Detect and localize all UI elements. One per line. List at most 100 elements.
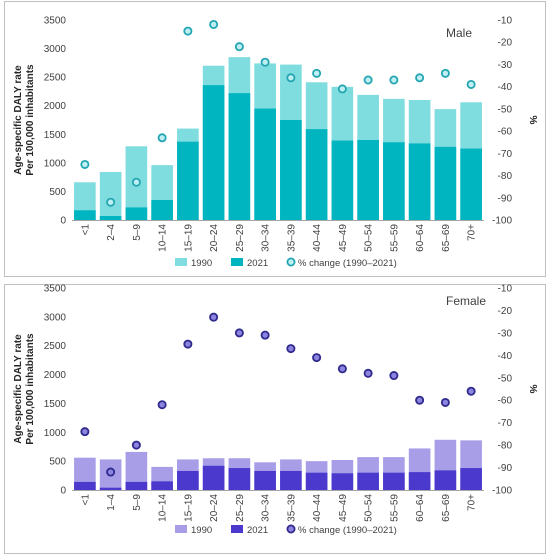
bar-2021	[460, 468, 482, 490]
y2-tick-label: -30	[498, 328, 513, 339]
x-tick-label: 40–44	[312, 494, 323, 522]
x-tick-label: 25–29	[235, 494, 246, 522]
y-tick-label: 3500	[44, 284, 67, 295]
bar-2021	[177, 141, 199, 220]
x-tick-label: 60–64	[415, 494, 426, 522]
x-tick-label: 30–34	[261, 224, 272, 252]
x-tick-label: 2–4	[106, 224, 117, 241]
pct-change-marker	[234, 42, 244, 52]
x-tick-label: 1–4	[106, 494, 117, 511]
y2-tick-label: -90	[498, 463, 513, 474]
legend-label-2021: 2021	[247, 258, 268, 269]
y-tick-label: 3000	[44, 312, 67, 323]
y2-tick-label: -70	[498, 418, 513, 429]
x-tick-label: 55–59	[389, 224, 400, 252]
legend-swatch-1990	[175, 525, 187, 533]
pct-change-marker	[363, 75, 373, 85]
bar-2021	[125, 481, 148, 490]
pct-change-marker	[157, 133, 167, 143]
pct-change-marker	[312, 353, 322, 363]
y2-axis-title: %	[527, 116, 538, 125]
bar-1990	[99, 172, 122, 220]
chart-panel-male: 0 500 1000 1500 2000 2500 3000 3500 -100 -90 -80 -7…	[13, 16, 538, 270]
bar-2021	[228, 468, 251, 490]
bar-2021	[99, 216, 122, 220]
y-tick-label: 500	[49, 187, 66, 198]
pct-change-marker	[131, 177, 141, 187]
y2-tick-label: -50	[498, 104, 513, 115]
pct-change-marker	[337, 364, 347, 374]
x-tick-label: 70+	[467, 494, 478, 511]
pct-change-marker	[415, 73, 425, 83]
bar-2021	[408, 143, 431, 220]
x-tick-label: 20–24	[209, 224, 220, 252]
pct-change-marker	[106, 467, 116, 477]
legend-swatch-1990	[175, 258, 187, 266]
y2-tick-label: -40	[498, 82, 513, 93]
x-tick-label: 30–34	[261, 494, 272, 522]
bar-2021	[280, 470, 302, 490]
y-tick-label: 3000	[44, 44, 67, 55]
bar-2021	[331, 473, 354, 490]
bar-2021	[383, 472, 405, 490]
x-tick-label: 60–64	[415, 224, 426, 252]
bar-2021	[357, 472, 379, 490]
x-tick-label: 35–39	[286, 224, 297, 252]
y2-tick-label: -30	[498, 60, 513, 71]
y2-tick-label: -20	[498, 38, 513, 49]
y-tick-label: 500	[49, 457, 66, 468]
pct-change-marker	[234, 328, 244, 338]
y2-tick-label: -50	[498, 373, 513, 384]
x-tick-label: 45–49	[338, 224, 349, 252]
bar-2021	[151, 481, 173, 490]
x-tick-label: 40–44	[312, 224, 323, 252]
chart-panel-female: 0 500 1000 1500 2000 2500 3000 3500 -100 -90 -80 -7…	[13, 284, 538, 537]
y2-tick-label: -60	[498, 396, 513, 407]
legend-label-2021: 2021	[247, 525, 268, 536]
pct-change-marker	[466, 79, 476, 89]
x-tick-label: 5–9	[132, 494, 143, 511]
legend-label-pct: % change (1990–2021)	[298, 258, 397, 269]
y-tick-label: 0	[60, 216, 66, 227]
pct-change-marker	[337, 84, 347, 94]
pct-change-marker	[80, 159, 90, 169]
pct-change-marker	[80, 427, 90, 437]
pct-change-marker	[131, 440, 141, 450]
x-tick-label: 55–59	[389, 494, 400, 522]
bar-2021	[228, 93, 251, 220]
pct-change-marker	[157, 400, 167, 410]
panel-frame-0	[4, 1, 546, 277]
bar-2021	[460, 148, 482, 220]
pct-change-marker	[440, 397, 450, 407]
bar-2021	[254, 470, 276, 490]
y2-tick-label: -40	[498, 351, 513, 362]
bar-1990	[125, 451, 148, 490]
y-tick-label: 2000	[44, 370, 67, 381]
x-tick-label: 20–24	[209, 494, 220, 522]
legend-label-1990: 1990	[191, 258, 212, 269]
bar-2021	[408, 472, 431, 490]
pct-change-marker	[286, 344, 296, 354]
y2-tick-label: -100	[492, 486, 512, 497]
x-tick-label: 10–14	[158, 224, 169, 252]
y-axis-title: Per 100,000 inhabitants	[25, 333, 36, 445]
bar-2021	[383, 142, 405, 220]
bar-2021	[177, 470, 199, 490]
y2-tick-label: -60	[498, 127, 513, 138]
x-tick-label: 15–19	[183, 224, 194, 252]
bar-2021	[74, 210, 96, 220]
y-tick-label: 0	[60, 486, 66, 497]
x-tick-label: 25–29	[235, 224, 246, 252]
bar-2021	[305, 129, 328, 220]
panel-label: Female	[446, 294, 486, 308]
y-tick-label: 1500	[44, 130, 67, 141]
y-axis-title: Age-specific DALY rate	[13, 65, 24, 175]
bar-2021	[305, 472, 328, 490]
x-tick-label: 50–54	[364, 224, 375, 252]
x-tick-label: 45–49	[338, 494, 349, 522]
bar-2021	[357, 140, 379, 220]
y-axis-title: Per 100,000 inhabitants	[25, 64, 36, 176]
y2-tick-label: -70	[498, 149, 513, 160]
